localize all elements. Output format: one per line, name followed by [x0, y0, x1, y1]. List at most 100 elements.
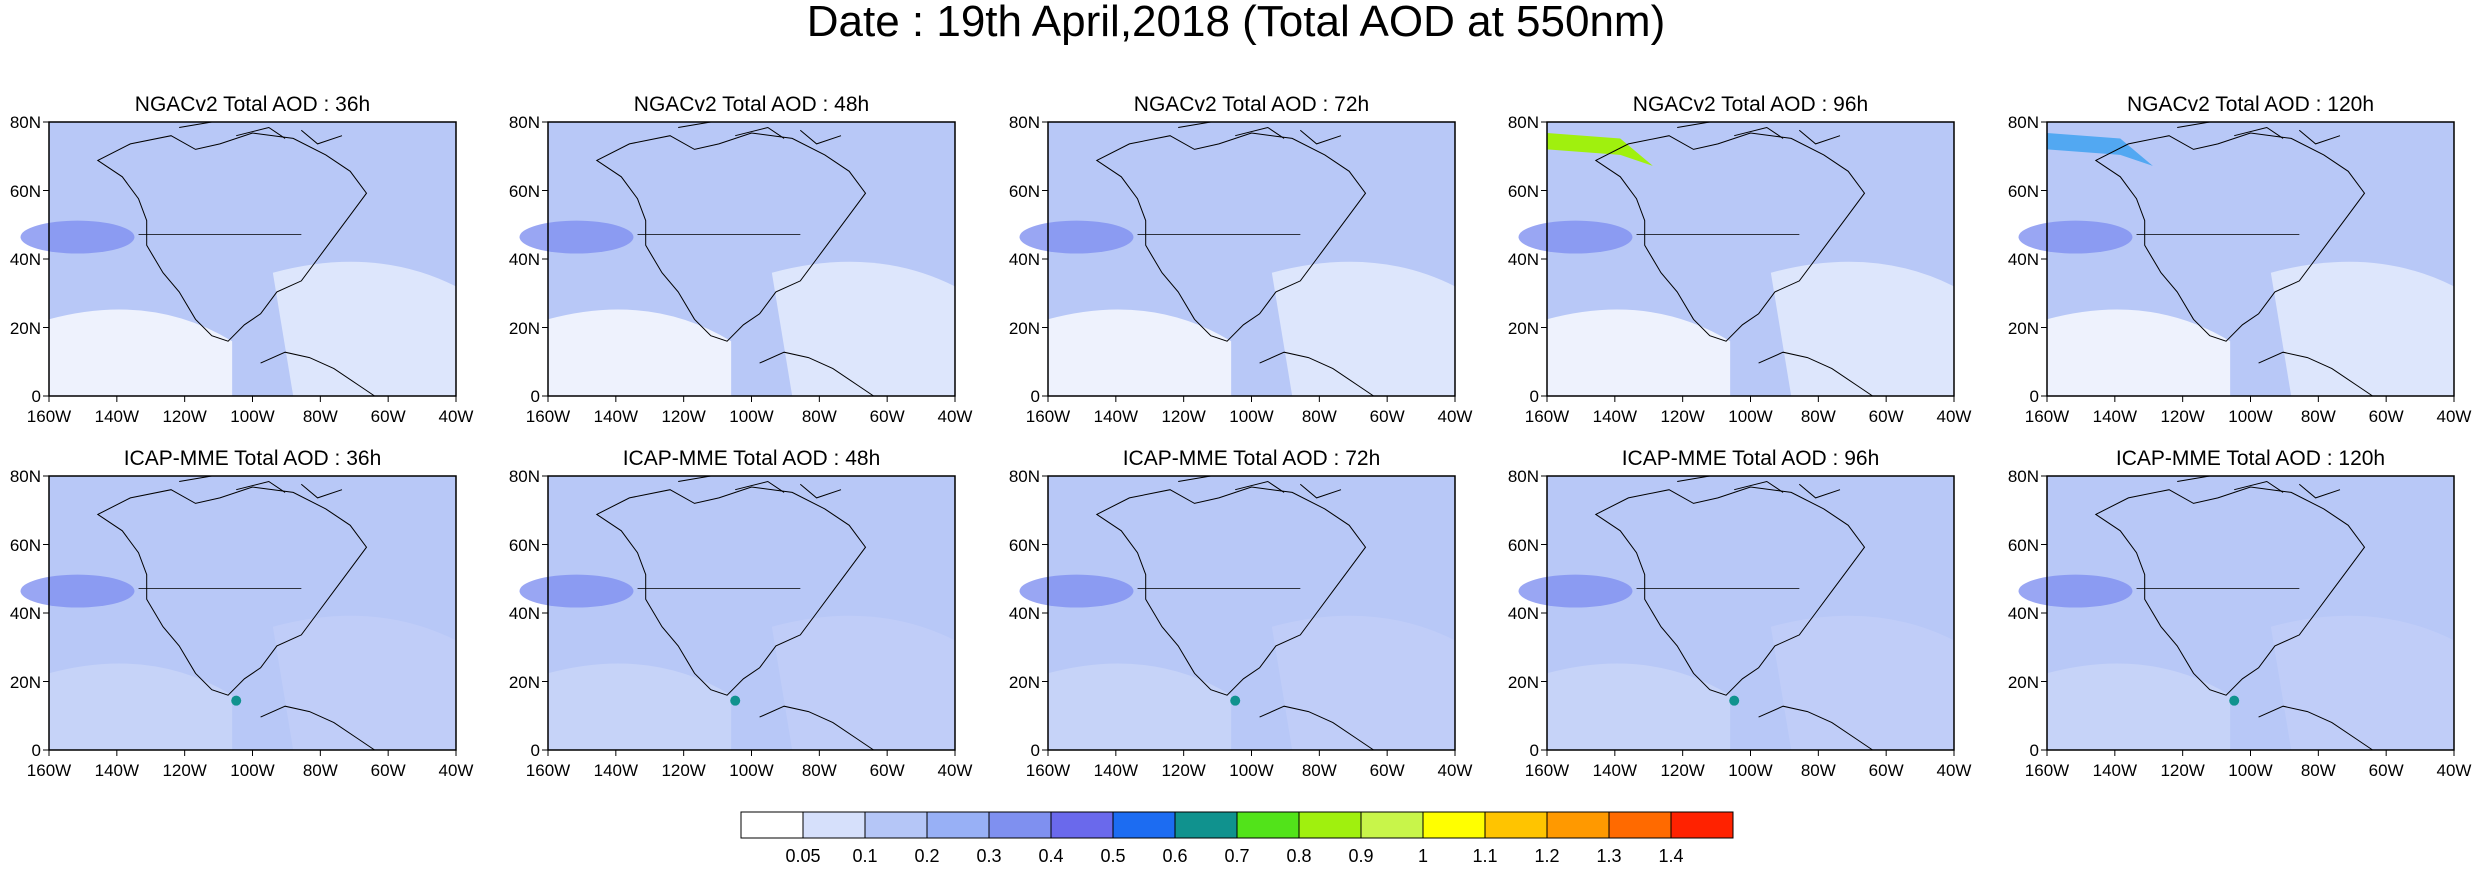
map-panel: NGACv2 Total AOD : 72h 80N 60N 40N 20N 0 160W 1… — [998, 90, 1505, 436]
colorbar-label: 0.7 — [1224, 846, 1250, 866]
lon-label: 40W — [438, 761, 474, 780]
aod-map — [1019, 121, 1456, 402]
lon-label: 120W — [1660, 761, 1705, 780]
lat-label: 40N — [9, 250, 41, 269]
low-aod-region — [1770, 261, 1954, 396]
lat-label: 20N — [9, 318, 41, 338]
colorbar-label: 0.4 — [1038, 846, 1064, 866]
lat-label: 60N — [2007, 535, 2039, 555]
lat-label: 60N — [2007, 181, 2039, 201]
coastline — [678, 121, 842, 145]
low-aod-region — [771, 261, 955, 396]
lon-label: 60W — [1369, 761, 1405, 780]
colorbar-box — [1546, 811, 1610, 839]
map-panel: ICAP-MME Total AOD : 120h 80N 60N 40N 20N 0 16… — [1997, 444, 2472, 790]
aod-map — [1518, 121, 1955, 402]
lon-label: 60W — [370, 407, 406, 426]
coastline — [595, 132, 867, 342]
panel-title: NGACv2 Total AOD : 72h — [1133, 93, 1370, 116]
high-aod-band — [2047, 132, 2153, 166]
lon-label: 160W — [2024, 407, 2070, 426]
colorbar-box — [988, 811, 1052, 839]
lat-label: 80N — [1008, 113, 1040, 132]
panel-title: NGACv2 Total AOD : 96h — [1632, 93, 1869, 116]
low-aod-region — [2047, 663, 2231, 750]
low-aod-region — [2270, 615, 2454, 750]
lat-label: 0 — [2029, 387, 2039, 406]
coastline — [96, 486, 368, 696]
aod-map — [20, 475, 457, 756]
lon-label: 100W — [2228, 761, 2273, 780]
lon-label: 80W — [2300, 407, 2336, 426]
coastline — [260, 705, 375, 751]
colorbar-box — [1360, 811, 1424, 839]
lat-label: 20N — [9, 672, 41, 692]
lat-label: 60N — [1507, 181, 1539, 201]
coastline — [1178, 475, 1342, 499]
coastline — [2177, 475, 2341, 499]
high-aod-band — [1547, 132, 1653, 166]
map-panel: NGACv2 Total AOD : 96h 80N 60N 40N 20N 0 160W 1… — [1497, 90, 2004, 436]
colorbar-box — [740, 811, 804, 839]
lat-label: 60N — [1507, 535, 1539, 555]
lon-label: 60W — [2368, 407, 2404, 426]
lat-label: 0 — [530, 741, 540, 760]
colorbar-box — [1670, 811, 1734, 839]
lon-label: 100W — [230, 407, 275, 426]
low-aod-region — [1271, 615, 1455, 750]
colorbar-box — [1608, 811, 1672, 839]
lon-label: 160W — [1025, 407, 1071, 426]
colorbar-label: 0.8 — [1286, 846, 1312, 866]
lat-label: 80N — [1507, 113, 1539, 132]
low-aod-region — [1547, 663, 1731, 750]
lat-label: 80N — [508, 467, 540, 486]
lon-label: 120W — [1161, 407, 1206, 426]
low-aod-region — [1048, 309, 1232, 396]
lat-label: 40N — [1008, 604, 1040, 623]
aod-map — [20, 121, 457, 402]
high-aod-spot — [231, 695, 242, 706]
lon-label: 80W — [1301, 407, 1337, 426]
lon-label: 160W — [525, 407, 571, 426]
colorbar: 0.05 0.1 0.2 0.3 0.4 0.5 0.6 0.7 0.8 0.9 1 1.1 1.2 1.… — [740, 811, 1734, 874]
coastline — [179, 475, 343, 499]
lon-label: 120W — [162, 761, 207, 780]
lat-label: 40N — [9, 604, 41, 623]
lon-label: 140W — [1093, 407, 1139, 426]
lon-label: 160W — [1524, 407, 1570, 426]
panel-title: NGACv2 Total AOD : 48h — [633, 93, 870, 116]
lon-label: 140W — [1592, 761, 1638, 780]
lat-label: 60N — [9, 535, 41, 555]
lon-label: 160W — [2024, 761, 2070, 780]
lat-label: 20N — [1507, 672, 1539, 692]
colorbar-box — [802, 811, 866, 839]
colorbar-label: 1 — [1417, 846, 1428, 866]
colorbar-label: 0.05 — [785, 846, 821, 866]
coastline — [260, 351, 375, 397]
lon-label: 40W — [937, 407, 973, 426]
lon-label: 100W — [230, 761, 275, 780]
low-aod-region — [49, 309, 233, 396]
lon-label: 40W — [1437, 761, 1473, 780]
lon-label: 140W — [593, 407, 639, 426]
high-aod-spot — [1230, 695, 1241, 706]
low-aod-region — [548, 309, 732, 396]
panel-title: NGACv2 Total AOD : 36h — [134, 93, 371, 116]
lon-label: 40W — [438, 407, 474, 426]
figure-title: Date : 19th April,2018 (Total AOD at 550… — [806, 0, 1666, 46]
lon-label: 140W — [94, 761, 140, 780]
lon-label: 160W — [26, 407, 72, 426]
colorbar-box — [1174, 811, 1238, 839]
lon-label: 80W — [1800, 407, 1836, 426]
lon-label: 120W — [1161, 761, 1206, 780]
colorbar-label: 0.5 — [1100, 846, 1126, 866]
lat-label: 20N — [508, 318, 540, 338]
lon-label: 140W — [593, 761, 639, 780]
lat-label: 0 — [31, 387, 41, 406]
lat-label: 60N — [508, 535, 540, 555]
colorbar-label: 0.1 — [852, 846, 878, 866]
lon-label: 60W — [869, 407, 905, 426]
lat-label: 0 — [2029, 741, 2039, 760]
colorbar-label: 0.2 — [914, 846, 940, 866]
aod-plume — [20, 574, 135, 608]
